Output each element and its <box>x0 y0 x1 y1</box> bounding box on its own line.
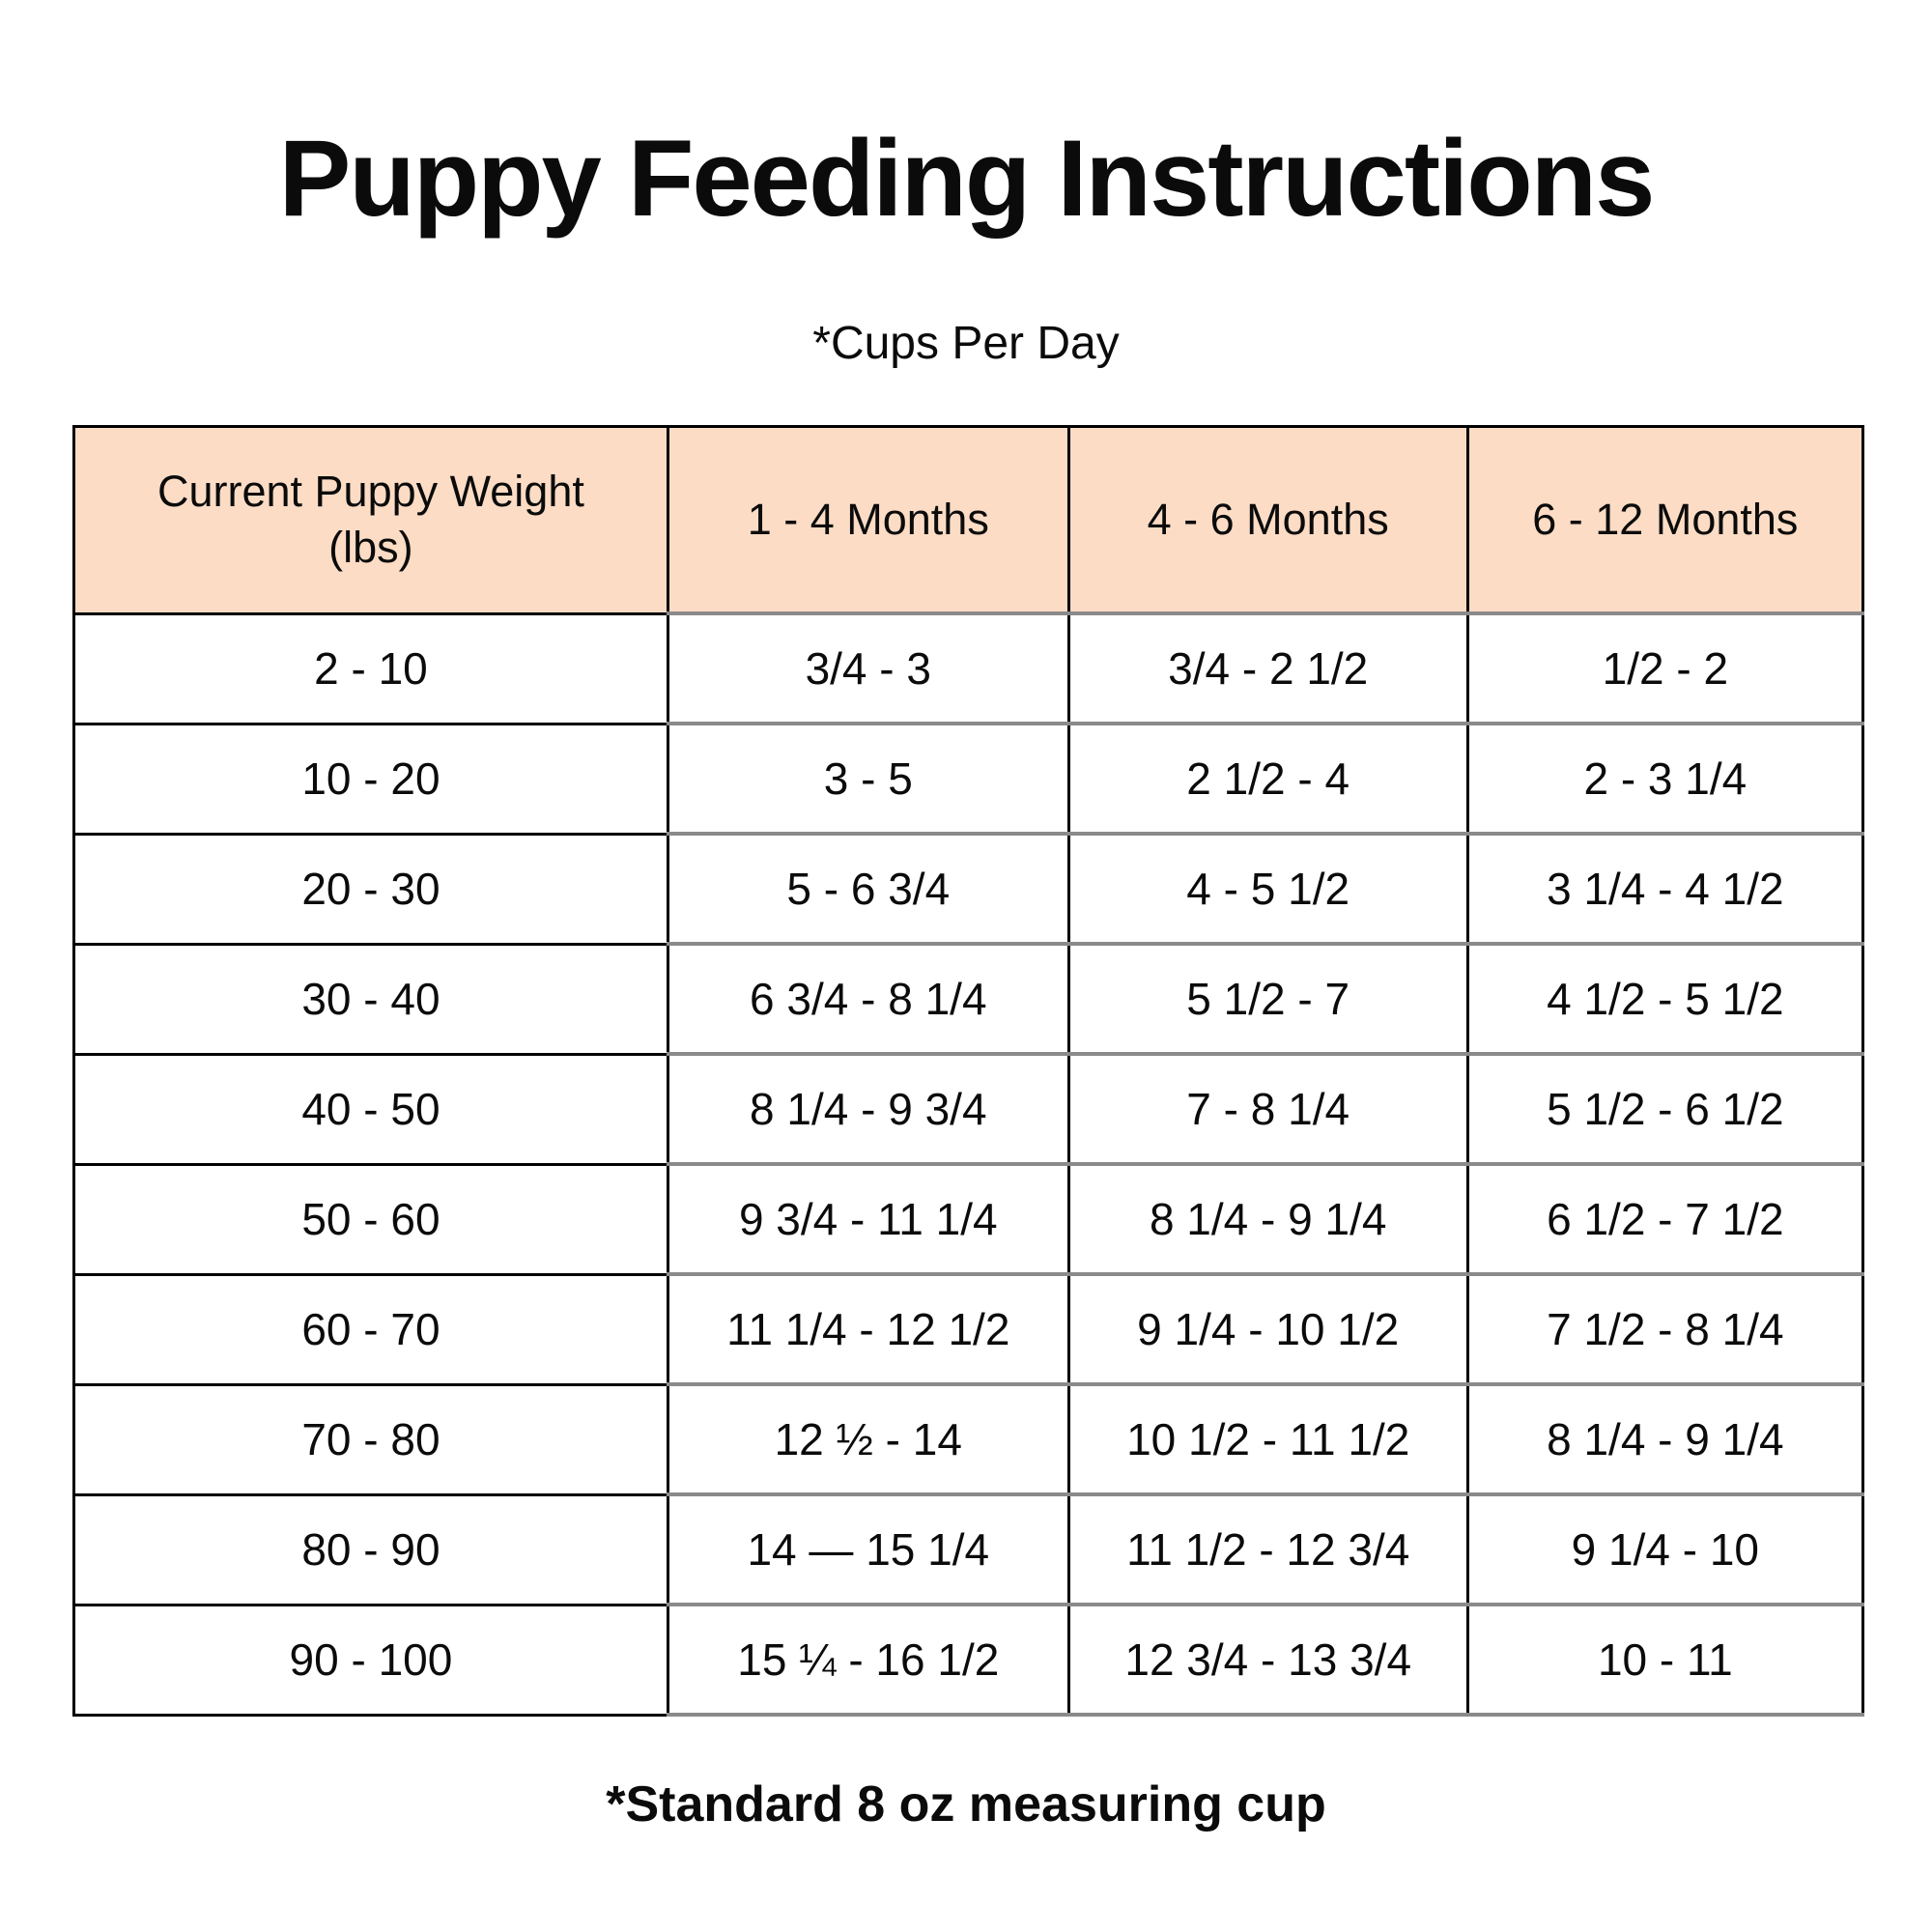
header-1-4-months: 1 - 4 Months <box>666 425 1069 615</box>
cups-6-12-months-cell: 9 1/4 - 10 <box>1465 1494 1865 1606</box>
cups-4-6-months-cell: 5 1/2 - 7 <box>1066 944 1468 1056</box>
cups-1-4-months-cell: 9 3/4 - 11 1/4 <box>666 1164 1069 1276</box>
table-row: 60 - 70 11 1/4 - 12 1/2 9 1/4 - 10 1/2 7… <box>72 1274 1865 1386</box>
weight-range-cell: 2 - 10 <box>72 613 668 725</box>
page-title: Puppy Feeding Instructions <box>278 118 1656 239</box>
table-row: 40 - 50 8 1/4 - 9 3/4 7 - 8 1/4 5 1/2 - … <box>72 1054 1865 1166</box>
table-body: 2 - 10 3/4 - 3 3/4 - 2 1/2 1/2 - 2 10 - … <box>72 613 1865 1717</box>
weight-range-cell: 30 - 40 <box>72 944 668 1056</box>
cups-1-4-months-cell: 15 ¼ - 16 1/2 <box>666 1605 1069 1717</box>
cups-1-4-months-cell: 3/4 - 3 <box>666 613 1069 725</box>
cups-6-12-months-cell: 2 - 3 1/4 <box>1465 724 1865 836</box>
cups-1-4-months-cell: 8 1/4 - 9 3/4 <box>666 1054 1069 1166</box>
table-row: 2 - 10 3/4 - 3 3/4 - 2 1/2 1/2 - 2 <box>72 613 1865 725</box>
cups-6-12-months-cell: 1/2 - 2 <box>1465 613 1865 725</box>
header-current-puppy-weight: Current Puppy Weight (lbs) <box>72 425 668 615</box>
weight-range-cell: 80 - 90 <box>72 1494 668 1606</box>
feeding-table: Current Puppy Weight (lbs) 1 - 4 Months … <box>72 425 1865 1717</box>
cups-6-12-months-cell: 8 1/4 - 9 1/4 <box>1465 1384 1865 1496</box>
weight-range-cell: 10 - 20 <box>72 724 668 836</box>
table-row: 80 - 90 14 — 15 1/4 11 1/2 - 12 3/4 9 1/… <box>72 1494 1865 1606</box>
weight-range-cell: 60 - 70 <box>72 1274 668 1386</box>
subtitle-cups-per-day: *Cups Per Day <box>812 318 1120 369</box>
weight-range-cell: 90 - 100 <box>72 1605 668 1717</box>
cups-4-6-months-cell: 8 1/4 - 9 1/4 <box>1066 1164 1468 1276</box>
cups-6-12-months-cell: 3 1/4 - 4 1/2 <box>1465 834 1865 946</box>
table-row: 50 - 60 9 3/4 - 11 1/4 8 1/4 - 9 1/4 6 1… <box>72 1164 1865 1276</box>
header-6-12-months: 6 - 12 Months <box>1465 425 1865 615</box>
footnote-measuring-cup: *Standard 8 oz measuring cup <box>606 1776 1326 1833</box>
cups-6-12-months-cell: 10 - 11 <box>1465 1605 1865 1717</box>
cups-4-6-months-cell: 4 - 5 1/2 <box>1066 834 1468 946</box>
cups-1-4-months-cell: 12 ½ - 14 <box>666 1384 1069 1496</box>
cups-4-6-months-cell: 11 1/2 - 12 3/4 <box>1066 1494 1468 1606</box>
cups-4-6-months-cell: 12 3/4 - 13 3/4 <box>1066 1605 1468 1717</box>
cups-1-4-months-cell: 5 - 6 3/4 <box>666 834 1069 946</box>
header-4-6-months: 4 - 6 Months <box>1066 425 1468 615</box>
cups-1-4-months-cell: 14 — 15 1/4 <box>666 1494 1069 1606</box>
cups-1-4-months-cell: 11 1/4 - 12 1/2 <box>666 1274 1069 1386</box>
table-row: 10 - 20 3 - 5 2 1/2 - 4 2 - 3 1/4 <box>72 724 1865 836</box>
table-row: 30 - 40 6 3/4 - 8 1/4 5 1/2 - 7 4 1/2 - … <box>72 944 1865 1056</box>
table-header-row: Current Puppy Weight (lbs) 1 - 4 Months … <box>72 425 1865 615</box>
weight-range-cell: 70 - 80 <box>72 1384 668 1496</box>
weight-range-cell: 50 - 60 <box>72 1164 668 1276</box>
cups-4-6-months-cell: 10 1/2 - 11 1/2 <box>1066 1384 1468 1496</box>
cups-6-12-months-cell: 6 1/2 - 7 1/2 <box>1465 1164 1865 1276</box>
cups-6-12-months-cell: 4 1/2 - 5 1/2 <box>1465 944 1865 1056</box>
cups-4-6-months-cell: 7 - 8 1/4 <box>1066 1054 1468 1166</box>
cups-6-12-months-cell: 7 1/2 - 8 1/4 <box>1465 1274 1865 1386</box>
weight-range-cell: 40 - 50 <box>72 1054 668 1166</box>
weight-range-cell: 20 - 30 <box>72 834 668 946</box>
table-row: 90 - 100 15 ¼ - 16 1/2 12 3/4 - 13 3/4 1… <box>72 1605 1865 1717</box>
table-row: 70 - 80 12 ½ - 14 10 1/2 - 11 1/2 8 1/4 … <box>72 1384 1865 1496</box>
cups-4-6-months-cell: 3/4 - 2 1/2 <box>1066 613 1468 725</box>
cups-4-6-months-cell: 2 1/2 - 4 <box>1066 724 1468 836</box>
cups-4-6-months-cell: 9 1/4 - 10 1/2 <box>1066 1274 1468 1386</box>
table-row: 20 - 30 5 - 6 3/4 4 - 5 1/2 3 1/4 - 4 1/… <box>72 834 1865 946</box>
cups-1-4-months-cell: 3 - 5 <box>666 724 1069 836</box>
cups-6-12-months-cell: 5 1/2 - 6 1/2 <box>1465 1054 1865 1166</box>
cups-1-4-months-cell: 6 3/4 - 8 1/4 <box>666 944 1069 1056</box>
